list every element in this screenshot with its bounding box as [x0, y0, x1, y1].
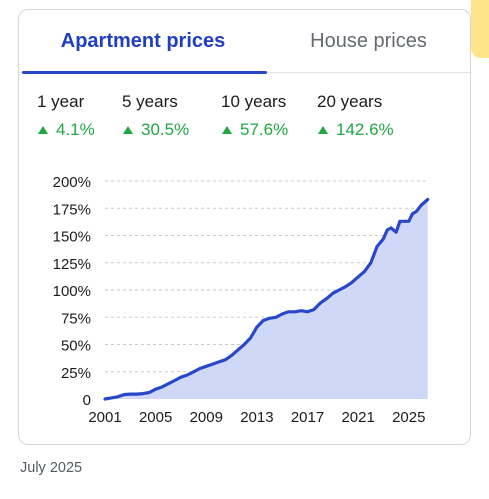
up-triangle-icon [222, 126, 232, 134]
tab-apartment-prices[interactable]: Apartment prices [19, 10, 267, 72]
tab-house-prices[interactable]: House prices [267, 10, 470, 72]
stat-change-value: 142.6% [317, 120, 394, 140]
x-tick-label: 2005 [139, 409, 172, 426]
y-tick-label: 175% [53, 201, 91, 218]
data-date-label: July 2025 [20, 460, 83, 476]
active-tab-indicator [22, 71, 267, 74]
price-card: Apartment prices House prices 1 year 4.1… [18, 9, 471, 445]
up-triangle-icon [123, 126, 133, 134]
stat-period-label: 10 years [221, 92, 287, 111]
stat-1-year: 1 year 4.1% [37, 92, 95, 140]
y-tick-label: 0 [83, 392, 91, 409]
y-tick-label: 25% [61, 365, 91, 382]
x-tick-label: 2009 [190, 409, 223, 426]
stat-change-text: 30.5% [141, 120, 190, 139]
stat-20-years: 20 years 142.6% [317, 92, 394, 140]
y-tick-label: 125% [53, 256, 91, 273]
stat-5-years: 5 years 30.5% [122, 92, 189, 140]
stat-change-text: 142.6% [336, 120, 394, 139]
stat-period-label: 20 years [317, 92, 383, 111]
price-series-line [103, 197, 430, 401]
x-tick-label: 2001 [88, 409, 121, 426]
stat-change-value: 57.6% [221, 120, 288, 140]
stat-change-text: 57.6% [240, 120, 289, 139]
y-tick-label: 75% [61, 310, 91, 327]
stat-change-value: 30.5% [122, 120, 189, 140]
up-triangle-icon [38, 126, 48, 134]
price-change-stats: 1 year 4.1% 5 years 30.5% 10 years 57.6% [19, 92, 470, 142]
stat-10-years: 10 years 57.6% [221, 92, 288, 140]
tab-bar: Apartment prices House prices [19, 10, 470, 74]
price-chart-svg: 0 25% 50% 75% 100% 125% 150% 175% 200% 2001 2005 20… [53, 174, 430, 426]
x-tick-label: 2017 [291, 409, 324, 426]
stat-period-label: 1 year [37, 92, 85, 111]
price-area-fill [105, 199, 428, 399]
stat-period-label: 5 years [122, 92, 178, 111]
stat-change-value: 4.1% [37, 120, 95, 140]
background-accent-strip [471, 0, 489, 58]
x-tick-label: 2013 [240, 409, 273, 426]
y-tick-label: 100% [53, 283, 91, 300]
tab-apartment-prices-label: Apartment prices [60, 29, 226, 52]
x-tick-label: 2025 [392, 409, 425, 426]
y-tick-label: 200% [53, 174, 91, 191]
tab-house-prices-label: House prices [310, 29, 427, 52]
price-chart: 0 25% 50% 75% 100% 125% 150% 175% 200% 2001 2005 20… [19, 168, 470, 438]
stat-change-text: 4.1% [56, 120, 95, 139]
y-tick-label: 150% [53, 229, 91, 246]
x-tick-label: 2021 [341, 409, 374, 426]
up-triangle-icon [318, 126, 328, 134]
y-tick-label: 50% [61, 338, 91, 355]
